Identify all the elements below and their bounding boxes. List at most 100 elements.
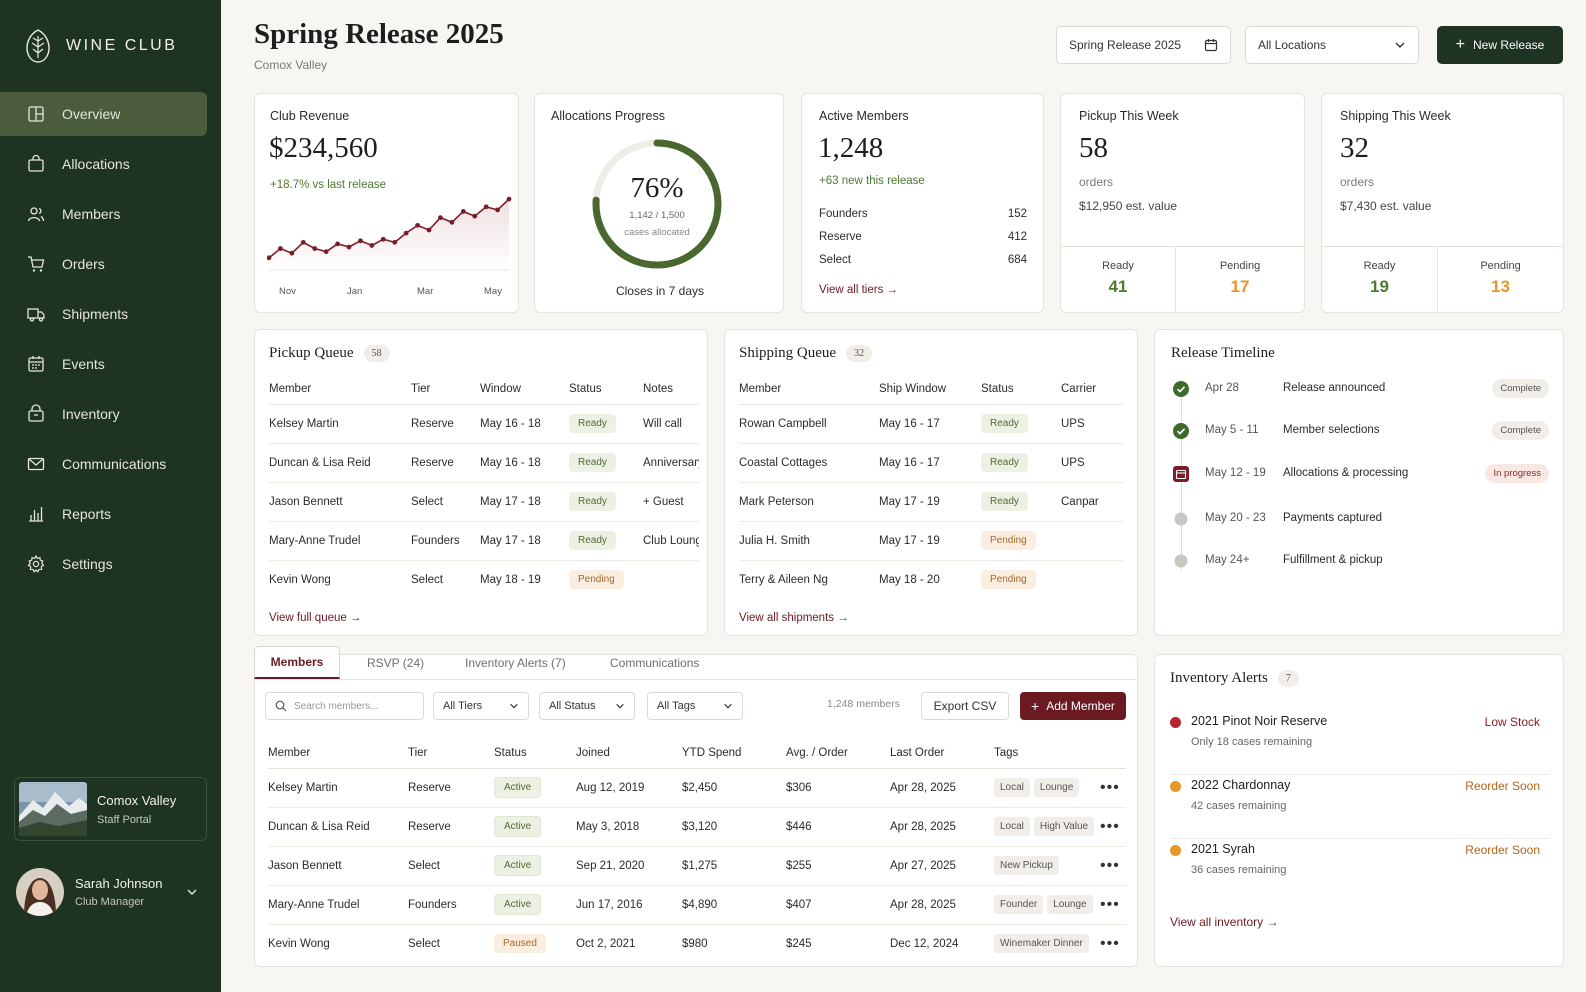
sidebar-item-allocations[interactable]: Allocations xyxy=(0,142,207,186)
view-all-shipments-link[interactable]: View all shipments → xyxy=(739,612,849,624)
add-member-button[interactable]: + Add Member xyxy=(1020,692,1126,720)
status-badge: Pending xyxy=(981,531,1036,550)
new-release-button[interactable]: + New Release xyxy=(1437,26,1563,64)
tag[interactable]: Lounge xyxy=(1033,778,1080,797)
more-icon[interactable]: ••• xyxy=(1100,778,1120,796)
view-full-queue-link[interactable]: View full queue → xyxy=(269,612,362,624)
sidebar-item-label: Orders xyxy=(62,256,105,272)
table-cell: Ready xyxy=(981,443,1061,483)
search-input[interactable]: Search members... xyxy=(265,692,424,720)
table-row[interactable]: Kelsey Martin Reserve May 16 - 18 Ready Will… xyxy=(269,404,699,444)
table-row[interactable]: Mark Peterson May 17 - 19 Ready Canpar xyxy=(739,482,1123,522)
alert-name: 2021 Pinot Noir Reserve xyxy=(1191,714,1328,728)
revenue-tick-label: May xyxy=(484,286,502,297)
more-icon[interactable]: ••• xyxy=(1100,895,1120,913)
pickup-week-card: Pickup This Week 58 orders $12,950 est. … xyxy=(1060,93,1305,313)
sidebar-item-orders[interactable]: Orders xyxy=(0,242,207,286)
filter-all-tags[interactable]: All Tags xyxy=(647,692,743,720)
members-icon xyxy=(27,207,45,222)
table-cell: Jason Bennett xyxy=(269,482,411,522)
table-cell: $980 xyxy=(682,937,708,950)
sidebar-item-inventory[interactable]: Inventory xyxy=(0,392,207,436)
revenue-point xyxy=(472,213,478,219)
view-all-tiers-link[interactable]: View all tiers → xyxy=(819,284,898,296)
table-cell: Reserve xyxy=(411,404,480,444)
timeline-date: Apr 28 xyxy=(1205,382,1239,394)
view-all-inventory-label: View all inventory xyxy=(1170,915,1264,929)
table-row[interactable]: Terry & Aileen Ng May 18 - 20 Pending xyxy=(739,560,1123,599)
table-row[interactable]: Duncan & Lisa Reid Reserve May 16 - 18 Read… xyxy=(269,443,699,483)
tag[interactable]: Local xyxy=(994,778,1030,797)
filter-all-tiers[interactable]: All Tiers xyxy=(433,692,529,720)
more-icon[interactable]: ••• xyxy=(1100,817,1120,835)
sidebar-item-communications[interactable]: Communications xyxy=(0,442,207,486)
table-cell: Active xyxy=(494,846,576,886)
table-row[interactable]: Jason Bennett Select Active Sep 21, 2020 $1,… xyxy=(268,846,1126,886)
arrow-right-icon: → xyxy=(837,612,849,624)
sidebar-item-reports[interactable]: Reports xyxy=(0,492,207,536)
tag[interactable]: Founder xyxy=(994,895,1044,914)
table-cell: $245 xyxy=(786,937,812,950)
table-cell: $407 xyxy=(786,885,890,925)
tag[interactable]: Winemaker Dinner xyxy=(994,934,1089,954)
table-row[interactable]: Jason Bennett Select May 17 - 18 Ready + Gue… xyxy=(269,482,699,522)
table-cell: UPS xyxy=(1061,443,1123,483)
brand-logo[interactable]: WINE CLUB xyxy=(24,28,177,64)
export-csv-button[interactable]: Export CSV xyxy=(921,692,1009,720)
location-select[interactable]: All Locations xyxy=(1245,26,1419,64)
shipping-week-value: 32 xyxy=(1340,132,1369,164)
view-full-queue-label: View full queue xyxy=(269,612,347,624)
filter-all-status[interactable]: All Status xyxy=(539,692,635,720)
timeline-item: Apr 28 Release announced Complete xyxy=(1155,378,1565,408)
tab-inventory-alerts[interactable]: Inventory Alerts (7) xyxy=(465,655,566,670)
table-row[interactable]: Duncan & Lisa Reid Reserve Active May 3, 20… xyxy=(268,807,1126,847)
table-cell: Jun 17, 2016 xyxy=(576,885,682,925)
user-menu[interactable]: Sarah Johnson Club Manager xyxy=(16,868,206,916)
inventory-alert-item[interactable]: 2022 Chardonnay 42 cases remaining Reorder… xyxy=(1170,775,1550,839)
sidebar-item-label: Shipments xyxy=(62,306,129,322)
sidebar-item-shipments[interactable]: Shipments xyxy=(0,292,207,336)
tag[interactable]: Local xyxy=(994,817,1030,836)
more-icon[interactable]: ••• xyxy=(1100,856,1120,874)
tab-communications[interactable]: Communications xyxy=(610,655,700,670)
inventory-alert-item[interactable]: 2021 Pinot Noir Reserve Only 18 cases rem… xyxy=(1170,711,1550,775)
shipping-week-est: $7,430 est. value xyxy=(1340,199,1432,213)
user-name: Sarah Johnson xyxy=(75,876,163,891)
more-icon[interactable]: ••• xyxy=(1100,934,1120,952)
view-all-inventory-link[interactable]: View all inventory → xyxy=(1170,915,1279,929)
location-card[interactable]: Comox Valley Staff Portal xyxy=(14,777,207,841)
allocations-ring xyxy=(592,139,722,269)
table-cell: Reserve xyxy=(408,768,494,808)
tag[interactable]: New Pickup xyxy=(994,856,1059,875)
sidebar-item-settings[interactable]: Settings xyxy=(0,542,207,586)
table-cell: $3,120 xyxy=(682,807,786,847)
location-sub: Staff Portal xyxy=(97,813,152,826)
tag[interactable]: Lounge xyxy=(1047,895,1093,914)
inventory-alert-item[interactable]: 2021 Syrah 36 cases remaining Reorder Soon xyxy=(1170,839,1550,903)
sidebar-item-members[interactable]: Members xyxy=(0,192,207,236)
chevron-down-icon[interactable] xyxy=(186,886,198,898)
search-icon xyxy=(275,700,287,712)
tag[interactable]: High Value xyxy=(1033,817,1095,836)
table-cell xyxy=(1061,521,1123,561)
location-image xyxy=(19,782,87,836)
release-select[interactable]: Spring Release 2025 xyxy=(1056,26,1231,64)
tab-members[interactable]: Members xyxy=(254,646,340,679)
tab-rsvp[interactable]: RSVP (24) xyxy=(367,655,425,670)
table-row[interactable]: Kevin Wong Select Paused Oct 2, 2021 $980 $24… xyxy=(268,924,1126,963)
tier-name: Select xyxy=(819,253,851,266)
table-row[interactable]: Kevin Wong Select May 18 - 19 Pending xyxy=(269,560,699,599)
table-row[interactable]: Rowan Campbell May 16 - 17 Ready UPS xyxy=(739,404,1123,444)
pickup-week-est: $12,950 est. value xyxy=(1079,199,1178,213)
table-row[interactable]: Mary-Anne Trudel Founders Active Jun 17, 20… xyxy=(268,885,1126,925)
table-cell: Ready xyxy=(981,482,1061,522)
table-row[interactable]: Kelsey Martin Reserve Active Aug 12, 2019 $2… xyxy=(268,768,1126,808)
sidebar-item-overview[interactable]: Overview xyxy=(0,92,207,136)
timeline-status: Complete xyxy=(1492,379,1549,398)
table-row[interactable]: Julia H. Smith May 17 - 19 Pending xyxy=(739,521,1123,561)
sidebar-item-label: Members xyxy=(62,206,121,222)
table-row[interactable]: Coastal Cottages May 16 - 17 Ready UPS xyxy=(739,443,1123,483)
table-row[interactable]: Mary-Anne Trudel Founders May 17 - 18 Ready… xyxy=(269,521,699,561)
table-cell: May 17 - 18 xyxy=(480,521,569,561)
sidebar-item-events[interactable]: Events xyxy=(0,342,207,386)
